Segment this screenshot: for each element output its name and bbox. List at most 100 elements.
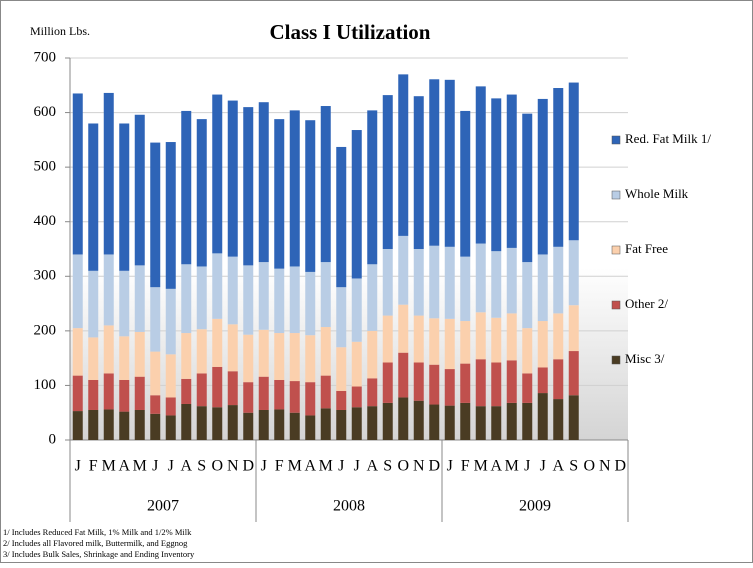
bar-segment <box>429 245 440 319</box>
bar-segment <box>196 373 207 407</box>
bar-segment <box>181 264 192 334</box>
x-tick-label: N <box>413 458 425 475</box>
x-tick-label: J <box>540 458 546 475</box>
x-tick-label: O <box>583 458 595 475</box>
legend-swatch <box>611 355 621 365</box>
bar-segment <box>553 313 564 360</box>
x-tick-label: M <box>133 458 147 475</box>
x-tick-label: O <box>397 458 409 475</box>
bar-segment <box>305 120 316 272</box>
bar-segment <box>382 402 393 440</box>
bar-segment <box>258 102 269 263</box>
bar-segment <box>227 100 238 257</box>
bar-segment <box>398 352 409 398</box>
bar-segment <box>522 113 533 263</box>
bar-segment <box>150 287 161 352</box>
x-tick-label: J <box>354 458 360 475</box>
bar-segment <box>72 93 83 255</box>
bar-segment <box>537 321 548 368</box>
bar-segment <box>506 313 517 361</box>
bar-segment <box>491 362 502 407</box>
x-tick-label: J <box>338 458 344 475</box>
bar-segment <box>274 379 285 410</box>
bar-segment <box>119 411 130 440</box>
legend-swatch <box>611 135 621 145</box>
bar-segment <box>320 106 331 263</box>
bar-segment <box>506 360 517 403</box>
bar-segment <box>382 95 393 249</box>
bar-segment <box>429 79 440 246</box>
legend-swatch <box>611 300 621 310</box>
bar-segment <box>196 266 207 330</box>
bar-segment <box>243 265 254 335</box>
bar-segment <box>212 366 223 408</box>
bar-segment <box>553 359 564 400</box>
x-tick-label: N <box>227 458 239 475</box>
bar-segment <box>506 402 517 440</box>
bar-segment <box>243 334 254 383</box>
bar-segment <box>274 268 285 334</box>
bar-segment <box>568 82 579 241</box>
x-tick-label: J <box>168 458 174 475</box>
x-tick-label: M <box>505 458 519 475</box>
bar-segment <box>444 246 455 319</box>
x-tick-label: J <box>75 458 81 475</box>
y-tick-label: 500 <box>34 159 57 175</box>
bar-segment <box>88 270 99 338</box>
legend-label: Fat Free <box>625 241 668 256</box>
x-tick-label: J <box>261 458 267 475</box>
bar-segment <box>413 96 424 249</box>
bar-segment <box>367 264 378 331</box>
bar-segment <box>491 406 502 440</box>
bar-segment <box>444 405 455 440</box>
bar-segment <box>475 86 486 244</box>
y-tick-label: 600 <box>34 104 57 120</box>
bar-segment <box>258 329 269 377</box>
bar-segment <box>134 265 145 332</box>
footnote: 1/ Includes Reduced Fat Milk, 1% Milk an… <box>3 527 192 537</box>
bar-segment <box>165 354 176 398</box>
bar-segment <box>320 327 331 376</box>
bar-segment <box>305 382 316 416</box>
bar-segment <box>274 119 285 269</box>
bar-segment <box>444 79 455 247</box>
bar-segment <box>134 331 145 377</box>
bar-segment <box>537 254 548 322</box>
bar-segment <box>274 333 285 380</box>
bar-segment <box>460 402 471 440</box>
bar-segment <box>506 247 517 314</box>
bar-segment <box>382 315 393 363</box>
bar-segment <box>460 321 471 364</box>
bar-segment <box>165 415 176 440</box>
footnote: 3/ Includes Bulk Sales, Shrinkage and En… <box>3 549 195 559</box>
bar-segment <box>336 390 347 410</box>
bar-segment <box>522 373 533 403</box>
bar-segment <box>227 324 238 372</box>
legend-swatch <box>611 190 621 200</box>
bar-segment <box>336 146 347 288</box>
bar-segment <box>165 142 176 289</box>
bar-segment <box>398 74 409 236</box>
bar-segment <box>429 404 440 440</box>
bar-segment <box>258 409 269 440</box>
bar-segment <box>289 333 300 382</box>
bar-segment <box>537 367 548 394</box>
bar-segment <box>351 341 362 387</box>
bar-segment <box>336 287 347 348</box>
bar-segment <box>243 382 254 413</box>
bar-segment <box>103 254 114 326</box>
y-tick-label: 200 <box>34 322 57 338</box>
bar-segment <box>119 379 130 412</box>
bar-segment <box>150 142 161 288</box>
bar-segment <box>367 378 378 407</box>
bar-segment <box>88 123 99 271</box>
bar-segment <box>475 243 486 313</box>
bar-segment <box>88 379 99 410</box>
bar-segment <box>150 413 161 440</box>
x-tick-label: F <box>275 458 284 475</box>
bar-segment <box>382 362 393 403</box>
bar-segment <box>351 130 362 279</box>
bar-segment <box>553 399 564 440</box>
chart-title: Class I Utilization <box>269 20 430 44</box>
bar-segment <box>103 325 114 374</box>
